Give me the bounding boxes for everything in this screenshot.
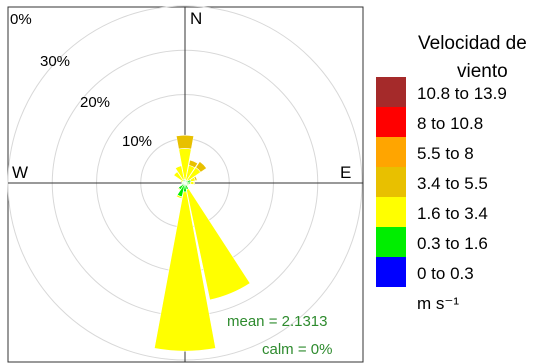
wedge-sw-bin-2 [177,187,181,191]
ring-label-30: 30% [40,53,70,70]
legend-swatch [376,137,406,167]
wedge-ene-bin-3 [193,175,198,182]
wind-wedges [154,134,251,352]
wedge-ne-bin-3 [195,161,207,173]
ring-label-20: 20% [80,94,110,111]
wedge-sse-bin-2 [186,188,251,301]
legend-label: 0.3 to 1.6 [417,234,488,253]
wedge-nw-bin-2 [173,171,184,182]
wedge-s-bin-2 [154,191,216,352]
legend-label: 1.6 to 3.4 [417,204,488,223]
compass-n-label: N [190,9,202,28]
legend-swatch [376,77,406,107]
legend-units: m s⁻¹ [417,294,459,313]
wedge-nne-bin-3 [188,159,199,169]
mean-label: mean = 2.1313 [227,313,328,330]
legend-swatch [376,167,406,197]
legend-label: 0 to 0.3 [417,264,474,283]
wedge-e-bin-2 [189,181,195,185]
wedge-ese-bin-2 [187,183,190,186]
wedge-e-bin-3 [193,180,196,186]
legend-label: 3.4 to 5.5 [417,174,488,193]
legend-label: 10.8 to 13.9 [417,84,507,103]
legend-title: Velocidad de viento [418,33,527,82]
ring-label-0: 0% [10,11,32,28]
legend-swatch [376,107,406,137]
legend-label: 8 to 10.8 [417,114,483,133]
ring-label-10: 10% [122,133,152,150]
wedge-wsw-bin-2 [180,183,183,186]
legend-swatch [376,227,406,257]
compass-w-label: W [12,163,28,182]
wedge-ssw-bin-2 [175,194,183,199]
wedge-nnw-bin-2 [174,165,185,181]
legend-swatch [376,257,406,287]
wedge-n-bin-3 [175,134,195,150]
legend: Velocidad de viento 10.8 to 13.9 8 to 10.8… [376,33,527,313]
legend-label: 5.5 to 8 [417,144,474,163]
calm-label: calm = 0% [262,341,332,358]
legend-swatch [376,197,406,227]
compass-e-label: E [340,163,351,182]
